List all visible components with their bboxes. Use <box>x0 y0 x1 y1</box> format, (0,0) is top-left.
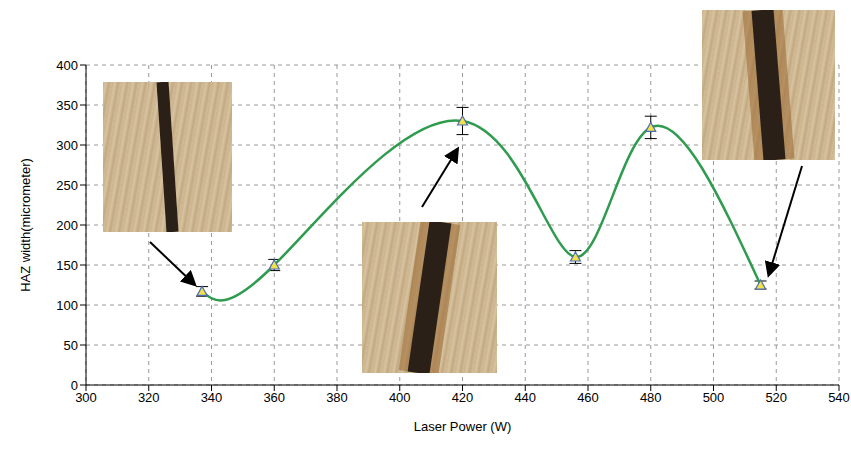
svg-text:50: 50 <box>64 338 78 353</box>
svg-text:480: 480 <box>640 390 662 405</box>
svg-text:440: 440 <box>514 390 536 405</box>
svg-text:200: 200 <box>56 218 78 233</box>
svg-text:250: 250 <box>56 178 78 193</box>
svg-text:400: 400 <box>56 58 78 73</box>
svg-text:300: 300 <box>75 390 97 405</box>
svg-text:320: 320 <box>138 390 160 405</box>
svg-text:Laser Power (W): Laser Power (W) <box>414 419 512 434</box>
svg-text:0: 0 <box>71 378 78 393</box>
svg-text:380: 380 <box>326 390 348 405</box>
svg-text:540: 540 <box>828 390 850 405</box>
svg-text:300: 300 <box>56 138 78 153</box>
svg-text:520: 520 <box>765 390 787 405</box>
svg-text:460: 460 <box>577 390 599 405</box>
svg-text:150: 150 <box>56 258 78 273</box>
svg-text:340: 340 <box>201 390 223 405</box>
svg-text:100: 100 <box>56 298 78 313</box>
svg-text:360: 360 <box>263 390 285 405</box>
svg-text:500: 500 <box>703 390 725 405</box>
svg-text:350: 350 <box>56 98 78 113</box>
svg-text:420: 420 <box>452 390 474 405</box>
svg-text:HAZ width(micrometer): HAZ width(micrometer) <box>18 158 33 292</box>
svg-text:400: 400 <box>389 390 411 405</box>
